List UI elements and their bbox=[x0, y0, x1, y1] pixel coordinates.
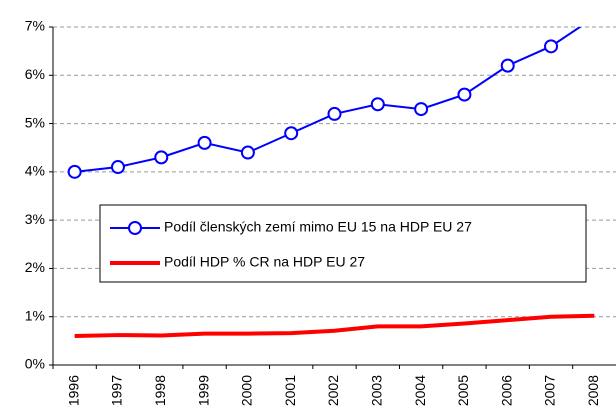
point-marker bbox=[67, 164, 82, 179]
x-tick-label: 2003 bbox=[369, 375, 385, 406]
y-tick-label: 3% bbox=[25, 211, 45, 227]
point-marker bbox=[588, 11, 600, 23]
point-marker bbox=[240, 145, 255, 160]
x-tick-label: 2008 bbox=[585, 375, 601, 406]
legend-marker bbox=[128, 221, 142, 235]
x-tick-label: 2004 bbox=[412, 375, 428, 406]
x-tick-label: 1997 bbox=[109, 375, 125, 406]
point-marker bbox=[414, 102, 429, 117]
legend-box bbox=[99, 204, 587, 283]
x-tick-label: 2000 bbox=[239, 375, 255, 406]
point-marker bbox=[327, 106, 342, 121]
point-marker bbox=[457, 87, 472, 102]
point-marker bbox=[110, 160, 125, 175]
point-marker bbox=[154, 150, 169, 165]
y-tick-label: 6% bbox=[25, 66, 45, 82]
plot-area bbox=[67, 11, 600, 339]
y-tick-label: 7% bbox=[25, 18, 45, 34]
x-tick-label: 2005 bbox=[455, 375, 471, 406]
point-marker bbox=[284, 126, 299, 141]
y-tick-label: 2% bbox=[25, 259, 45, 275]
point-marker bbox=[197, 135, 212, 150]
x-tick-label: 1998 bbox=[152, 375, 168, 406]
series-line bbox=[74, 27, 582, 173]
point-marker bbox=[544, 39, 559, 54]
y-tick-label: 5% bbox=[25, 114, 45, 130]
x-tick-label: 2007 bbox=[542, 375, 558, 406]
x-tick-label: 2002 bbox=[325, 375, 341, 406]
y-tick-label: 1% bbox=[25, 307, 45, 323]
x-tick-label: 1999 bbox=[195, 375, 211, 406]
legend-label: Podíl členských zemí mimo EU 15 na HDP E… bbox=[164, 219, 472, 235]
x-tick-label: 1996 bbox=[65, 375, 81, 406]
point-marker bbox=[500, 58, 515, 73]
x-tick-label: 2001 bbox=[282, 375, 298, 406]
series-line bbox=[74, 313, 595, 339]
y-tick-label: 4% bbox=[25, 163, 45, 179]
point-marker bbox=[370, 97, 385, 112]
y-tick-label: 0% bbox=[25, 356, 45, 372]
legend-label: Podíl HDP % CR na HDP EU 27 bbox=[164, 254, 365, 270]
x-tick-label: 2006 bbox=[498, 375, 514, 406]
